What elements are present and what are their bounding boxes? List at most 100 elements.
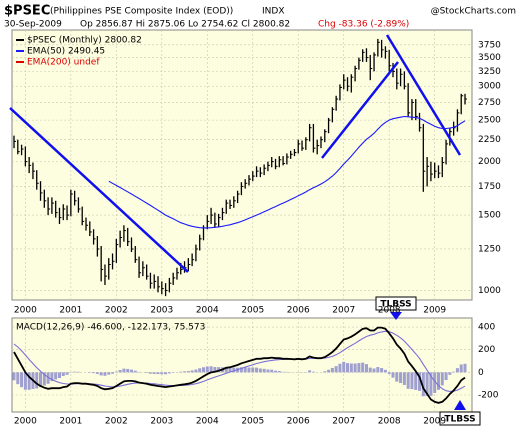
histogram-bar — [266, 369, 270, 373]
histogram-bar — [391, 372, 395, 378]
trend-line — [321, 61, 399, 159]
histogram-bar — [194, 369, 198, 373]
histogram-bar — [342, 361, 346, 373]
y-tick-label: 400 — [478, 323, 495, 333]
y-tick-label: 2750 — [478, 98, 501, 108]
histogram-bar — [27, 372, 31, 390]
macd-legend: MACD(12,26,9) -46.600, -122.173, 75.573 — [16, 323, 205, 333]
histogram-bar — [239, 367, 243, 373]
histogram-bar — [387, 372, 391, 374]
histogram-bar — [251, 367, 255, 373]
x-tick-label: 2004 — [196, 417, 219, 427]
histogram-bar — [126, 368, 130, 373]
trend-line — [385, 34, 462, 156]
x-tick-label: 2003 — [150, 417, 173, 427]
histogram-bar — [247, 367, 251, 373]
histogram-bar — [160, 372, 164, 375]
y-tick-label: 1250 — [478, 244, 501, 254]
histogram-bar — [111, 372, 115, 374]
x-tick-label: 2009 — [423, 417, 446, 427]
x-tick-label: 2002 — [105, 306, 128, 316]
x-tick-label: 2000 — [14, 306, 37, 316]
y-tick-label: 3000 — [478, 82, 501, 92]
annotation: TLBSS — [444, 415, 475, 425]
histogram-bar — [167, 372, 171, 374]
histogram-bar — [433, 372, 437, 393]
source: @StockCharts.com — [431, 7, 516, 17]
annotation-box — [439, 411, 481, 426]
histogram-bar — [383, 369, 387, 373]
histogram-bar — [372, 368, 376, 373]
histogram-bar — [114, 371, 118, 373]
y-tick-label: 2000 — [478, 157, 501, 167]
histogram-bar — [107, 372, 111, 375]
histogram-bar — [20, 372, 24, 388]
histogram-bar — [448, 372, 452, 375]
quote: Op 2856.87 Hi 2875.06 Lo 2754.62 Cl 2800… — [80, 20, 290, 30]
histogram-bar — [277, 371, 281, 373]
y-tick-label: 0 — [478, 368, 484, 378]
histogram-bar — [65, 372, 69, 375]
macd-panel — [11, 317, 473, 413]
histogram-bar — [308, 370, 312, 373]
histogram-bar — [42, 372, 46, 386]
y-tick-label: 1500 — [478, 211, 501, 221]
histogram-bar — [95, 372, 99, 374]
histogram-bar — [133, 370, 137, 373]
histogram-bar — [190, 370, 194, 373]
histogram-bar — [406, 372, 410, 389]
chart-title: $PSEC — [4, 4, 50, 19]
histogram-bar — [145, 372, 149, 373]
trend-line — [9, 107, 189, 273]
histogram-bar — [228, 367, 232, 373]
histogram-bar — [338, 363, 342, 373]
histogram-bar — [156, 372, 160, 375]
y-tick-label: 3500 — [478, 53, 501, 63]
histogram-bar — [152, 372, 156, 374]
histogram-bar — [122, 368, 126, 373]
histogram-bar — [57, 372, 61, 379]
histogram-bar — [444, 372, 448, 381]
x-tick-label: 2003 — [150, 306, 173, 316]
histogram-bar — [402, 372, 406, 385]
histogram-bar — [353, 363, 357, 373]
histogram-bar — [463, 363, 467, 373]
arrow — [454, 400, 466, 410]
histogram-bar — [54, 372, 58, 380]
histogram-bar — [186, 371, 190, 373]
histogram-bar — [255, 367, 259, 373]
histogram-bar — [410, 372, 414, 390]
x-tick-label: 2000 — [14, 417, 37, 427]
ema-line — [108, 115, 466, 229]
arrow — [390, 312, 402, 320]
histogram-bar — [262, 368, 266, 373]
y-tick-label: 2250 — [478, 135, 501, 145]
histogram-bar — [103, 372, 107, 376]
histogram-bar — [440, 372, 444, 386]
y-tick-label: -200 — [478, 391, 499, 401]
histogram-bar — [183, 371, 187, 373]
histogram-bar — [414, 372, 418, 390]
histogram-bar — [39, 372, 43, 388]
histogram-bar — [129, 369, 133, 373]
histogram-bar — [452, 371, 456, 373]
histogram-bar — [99, 372, 103, 376]
histogram-bar — [311, 371, 315, 373]
histogram-bar — [148, 372, 152, 374]
histogram-bar — [399, 372, 403, 384]
histogram-bar — [92, 372, 96, 374]
x-tick-label: 2001 — [59, 306, 82, 316]
histogram-bar — [61, 372, 65, 376]
x-tick-label: 2004 — [196, 306, 219, 316]
date: 30-Sep-2009 — [4, 20, 62, 30]
chart-subtitle: (Philippines PSE Composite Index (EOD)) — [50, 7, 233, 17]
histogram-bar — [376, 367, 380, 373]
histogram-bar — [205, 366, 209, 373]
x-tick-label: 2008 — [378, 417, 401, 427]
macd-line — [13, 326, 466, 404]
histogram-bar — [224, 366, 228, 373]
annotation-box — [375, 296, 417, 311]
histogram-bar — [436, 372, 440, 390]
histogram-bar — [232, 367, 236, 373]
